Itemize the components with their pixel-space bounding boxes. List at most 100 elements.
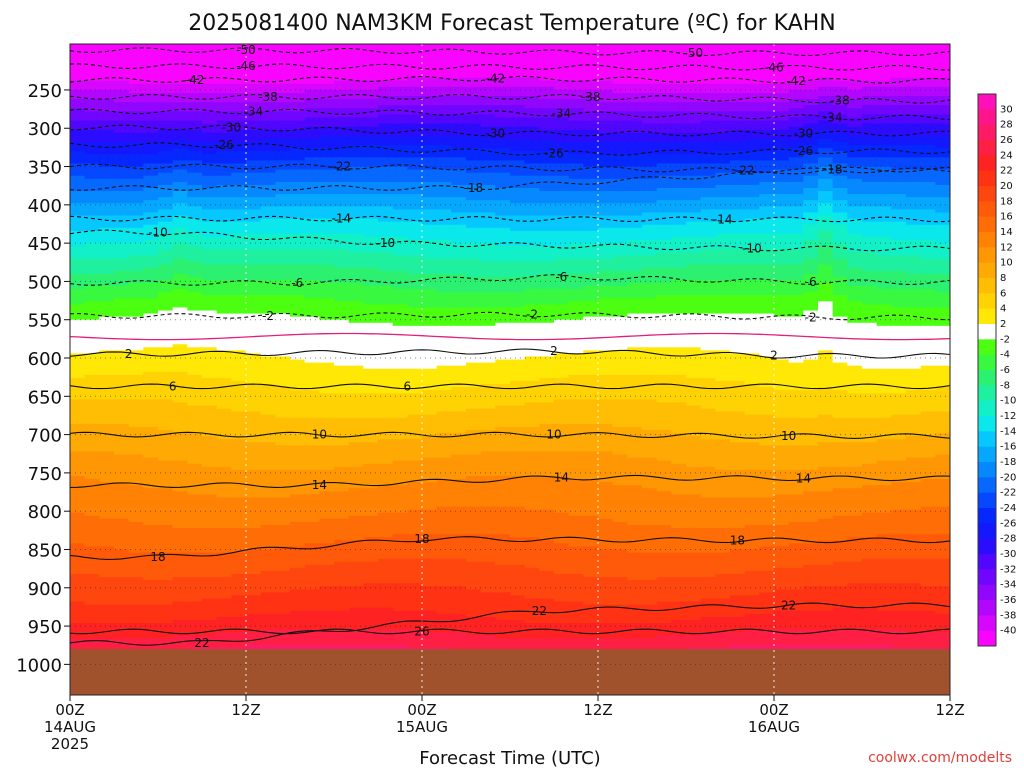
temperature-cell bbox=[99, 380, 115, 385]
temperature-cell bbox=[99, 142, 115, 146]
temperature-cell bbox=[70, 570, 86, 575]
temperature-cell bbox=[70, 304, 86, 309]
temperature-cell bbox=[84, 221, 100, 226]
temperature-cell bbox=[70, 344, 86, 348]
temperature-cell bbox=[143, 543, 159, 548]
temperature-cell bbox=[114, 365, 130, 370]
temperature-cell bbox=[128, 273, 144, 278]
temperature-cell bbox=[99, 500, 115, 505]
temperature-cell bbox=[99, 313, 115, 318]
temperature-cell bbox=[99, 353, 115, 358]
temperature-cell bbox=[143, 50, 159, 54]
temperature-cell bbox=[70, 289, 86, 293]
temperature-cell bbox=[143, 399, 159, 404]
temperature-cell bbox=[70, 580, 86, 584]
temperature-cell bbox=[143, 344, 159, 348]
temperature-cell bbox=[114, 564, 130, 569]
temperature-cell bbox=[114, 338, 130, 342]
temperature-cell bbox=[114, 377, 130, 382]
temperature-cell bbox=[70, 261, 86, 266]
temperature-cell bbox=[114, 353, 130, 358]
temperature-cell bbox=[114, 610, 130, 615]
temperature-cell bbox=[70, 589, 86, 593]
temperature-cell bbox=[143, 583, 159, 587]
temperature-cell bbox=[99, 77, 115, 82]
temperature-cell bbox=[143, 47, 159, 51]
temperature-cell bbox=[114, 408, 130, 413]
temperature-cell bbox=[128, 86, 144, 91]
temperature-cell bbox=[128, 335, 144, 339]
temperature-cell bbox=[99, 601, 115, 606]
temperature-cell bbox=[128, 151, 144, 155]
temperature-cell bbox=[70, 552, 86, 557]
temperature-cell bbox=[99, 528, 115, 532]
temperature-cell bbox=[114, 577, 130, 581]
temperature-cell bbox=[128, 145, 144, 149]
temperature-cell bbox=[84, 102, 100, 106]
temperature-cell bbox=[114, 420, 130, 425]
temperature-cell bbox=[114, 89, 130, 94]
temperature-cell bbox=[143, 221, 159, 226]
temperature-cell bbox=[128, 53, 144, 57]
temperature-cell bbox=[70, 255, 86, 260]
temperature-cell bbox=[99, 430, 115, 434]
temperature-cell bbox=[99, 301, 115, 305]
temperature-cell bbox=[84, 534, 100, 538]
temperature-cell bbox=[128, 598, 144, 603]
temperature-cell bbox=[143, 442, 159, 446]
temperature-cell bbox=[114, 613, 130, 618]
temperature-cell bbox=[99, 252, 115, 256]
temperature-cell bbox=[99, 292, 115, 296]
temperature-cell bbox=[70, 166, 86, 171]
temperature-cell bbox=[114, 255, 130, 260]
temperature-cell bbox=[114, 479, 130, 483]
temperature-cell bbox=[128, 580, 144, 584]
temperature-cell bbox=[143, 598, 159, 603]
temperature-cell bbox=[84, 105, 100, 109]
temperature-cell bbox=[99, 194, 115, 198]
temperature-cell bbox=[128, 393, 144, 397]
temperature-cell bbox=[84, 249, 100, 253]
temperature-cell bbox=[114, 325, 130, 330]
temperature-cell bbox=[143, 350, 159, 355]
temperature-cell bbox=[70, 237, 86, 241]
temperature-cell bbox=[114, 555, 130, 560]
temperature-cell bbox=[128, 258, 144, 263]
temperature-cell bbox=[99, 509, 115, 514]
temperature-cell bbox=[128, 500, 144, 505]
temperature-cell bbox=[99, 570, 115, 575]
temperature-cell bbox=[84, 255, 100, 260]
temperature-cell bbox=[70, 374, 86, 379]
temperature-cell bbox=[114, 632, 130, 636]
temperature-cell bbox=[128, 175, 144, 180]
temperature-cell bbox=[99, 503, 115, 508]
temperature-cell bbox=[84, 108, 100, 112]
temperature-cell bbox=[70, 445, 86, 449]
temperature-cell bbox=[128, 503, 144, 508]
temperature-cell bbox=[128, 169, 144, 174]
temperature-cell bbox=[143, 546, 159, 551]
temperature-cell bbox=[99, 206, 115, 211]
temperature-cell bbox=[128, 138, 144, 143]
temperature-cell bbox=[99, 420, 115, 425]
temperature-cell bbox=[84, 417, 100, 422]
temperature-cell bbox=[70, 249, 86, 253]
temperature-cell bbox=[114, 264, 130, 269]
temperature-cell bbox=[114, 426, 130, 431]
temperature-cell bbox=[114, 50, 130, 54]
temperature-cell bbox=[99, 362, 115, 367]
temperature-cell bbox=[143, 402, 159, 407]
temperature-cell bbox=[143, 638, 159, 642]
temperature-cell bbox=[114, 184, 130, 189]
temperature-cell bbox=[114, 561, 130, 566]
temperature-cell bbox=[70, 129, 86, 134]
temperature-cell bbox=[143, 573, 159, 578]
temperature-cell bbox=[128, 610, 144, 615]
temperature-cell bbox=[84, 148, 100, 152]
temperature-cell bbox=[99, 230, 115, 235]
temperature-cell bbox=[84, 319, 100, 324]
temperature-cell bbox=[84, 129, 100, 134]
temperature-cell bbox=[128, 466, 144, 471]
temperature-cell bbox=[143, 151, 159, 155]
temperature-cell bbox=[70, 276, 86, 281]
